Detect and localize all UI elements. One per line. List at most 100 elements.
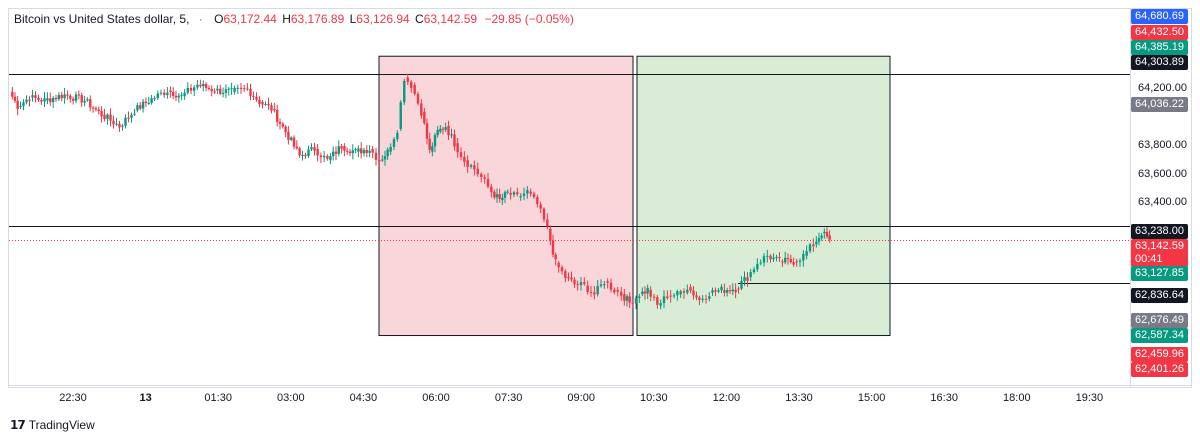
candle-body: [298, 148, 301, 156]
candle-body: [150, 98, 153, 103]
tradingview-brand[interactable]: 𝟭𝟳 TradingView: [10, 418, 95, 432]
symbol-title[interactable]: Bitcoin vs United States dollar, 5,: [14, 12, 190, 26]
candle-body: [100, 110, 103, 117]
candle-body: [820, 235, 823, 239]
candle-body: [453, 134, 456, 147]
candle-body: [436, 130, 439, 136]
candle-body: [656, 297, 659, 305]
candle-body: [643, 291, 647, 294]
price-tick-label: 63,600.00: [1138, 167, 1187, 180]
price-axis-label: 64,680.69: [1131, 9, 1188, 24]
candle-body: [762, 256, 766, 263]
candle-body: [252, 95, 255, 97]
candle-body: [389, 146, 392, 152]
candle-body: [233, 87, 236, 92]
change-value: −29.85 (−0.05%): [484, 12, 574, 26]
candle-body: [276, 109, 279, 122]
candle-body: [261, 101, 264, 105]
candle-body: [22, 102, 25, 106]
high-value: 63,176.89: [290, 12, 345, 26]
candle-body: [381, 159, 384, 161]
time-tick-label: 16:30: [930, 392, 958, 404]
candle-body: [792, 262, 795, 265]
price-axis-label: 64,036.22: [1131, 97, 1188, 112]
candle-body: [196, 84, 199, 88]
candle-body: [374, 152, 378, 160]
candle-body: [646, 288, 649, 294]
candle-body: [199, 84, 202, 87]
candle-body: [686, 289, 689, 293]
candle-body: [549, 228, 552, 241]
time-tick-label: 04:30: [349, 392, 378, 404]
candle-body: [679, 291, 682, 295]
price-axis-label: 62,459.96: [1131, 347, 1188, 362]
candle-body: [456, 143, 459, 153]
candle-body: [31, 95, 34, 98]
candle-body: [115, 123, 118, 125]
candle-body: [805, 251, 808, 256]
candle-body: [255, 96, 258, 100]
candle-body: [159, 92, 163, 94]
candle-body: [425, 123, 429, 139]
candle-body: [210, 89, 213, 92]
candle-body: [786, 257, 790, 260]
candle-body: [756, 264, 759, 270]
candle-body: [310, 147, 313, 150]
candle-body: [156, 93, 159, 99]
candle-body: [193, 87, 196, 91]
candle-body: [539, 204, 542, 209]
candle-body: [652, 296, 656, 298]
candle-body: [278, 121, 282, 124]
price-axis-label: 63,238.00: [1131, 224, 1188, 239]
candle-body: [616, 289, 619, 292]
candle-body: [554, 254, 557, 260]
candle-body: [476, 168, 479, 175]
candle-body: [292, 137, 296, 147]
candle-body: [28, 99, 31, 101]
candle-body: [560, 267, 564, 272]
candle-body: [603, 284, 606, 286]
candle-body: [704, 298, 708, 300]
candle-body: [270, 105, 273, 111]
candle-body: [769, 255, 772, 260]
candle-body: [486, 178, 490, 187]
candle-body: [625, 296, 629, 301]
candle-body: [354, 149, 357, 151]
candle-body: [177, 95, 180, 98]
candle-body: [304, 154, 307, 157]
candle-body: [551, 240, 555, 255]
candle-body: [112, 120, 115, 125]
candle-body: [613, 289, 616, 293]
candle-body: [34, 95, 37, 98]
candle-body: [784, 257, 787, 263]
candle-body: [284, 126, 287, 133]
low-label: L: [349, 12, 357, 26]
time-tick-label: 19:30: [1075, 392, 1104, 404]
candle-body: [519, 196, 522, 198]
candle-body: [183, 92, 186, 97]
time-tick-label: 03:00: [277, 392, 305, 404]
candle-body: [43, 98, 46, 102]
candle-body: [360, 148, 363, 154]
candle-body: [186, 87, 189, 93]
candle-body: [371, 148, 374, 153]
candle-body: [346, 150, 349, 152]
candle-body: [219, 88, 222, 94]
candle-body: [503, 192, 507, 198]
chart-frame: [8, 8, 1192, 388]
candle-body: [204, 83, 208, 88]
candle-body: [141, 101, 145, 109]
candle-body: [447, 126, 450, 136]
candle-body: [439, 128, 442, 132]
price-tick-label: 63,400.00: [1138, 196, 1187, 208]
time-tick-label: 07:30: [494, 392, 523, 404]
candle-body: [63, 94, 66, 99]
candle-body: [570, 277, 573, 280]
candle-body: [698, 297, 701, 300]
candle-body: [516, 192, 519, 195]
candle-body: [133, 113, 136, 115]
candle-body: [124, 117, 127, 126]
candle-body: [480, 174, 483, 178]
candle-body: [589, 292, 593, 294]
